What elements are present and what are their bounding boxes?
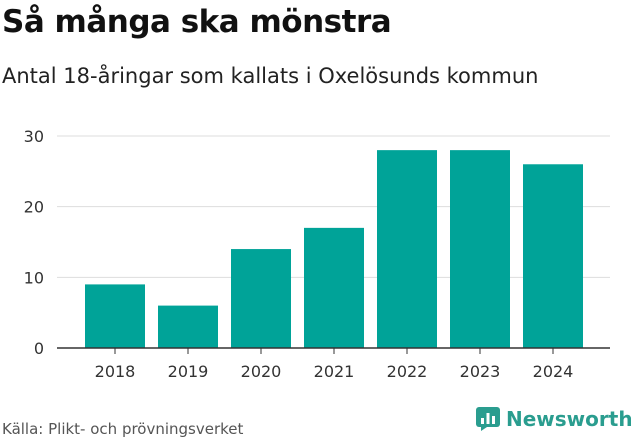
x-tick-label: 2021 <box>314 362 355 381</box>
y-tick-label: 0 <box>34 339 44 358</box>
chart-subtitle: Antal 18-åringar som kallats i Oxelösund… <box>2 64 539 88</box>
bar <box>377 150 437 348</box>
y-tick-label: 20 <box>24 198 44 217</box>
source-note: Källa: Plikt- och prövningsverket <box>2 420 244 438</box>
bar <box>523 164 583 348</box>
bar <box>231 249 291 348</box>
bar <box>450 150 510 348</box>
bar <box>304 227 364 348</box>
bar-chart-logo-icon <box>476 407 500 431</box>
newsworthy-logo: Newsworthy <box>476 407 631 431</box>
bar <box>158 305 218 348</box>
x-tick-label: 2020 <box>241 362 282 381</box>
bar <box>85 284 145 348</box>
y-tick-label: 30 <box>24 127 44 146</box>
bar-chart: 0 10 20 30 2018 2019 2020 2021 2022 2023 2024 <box>24 127 610 381</box>
x-tick-label: 2024 <box>533 362 574 381</box>
y-tick-label: 10 <box>24 268 44 287</box>
brand-name: Newsworthy <box>506 407 631 431</box>
chart-title: Så många ska mönstra <box>2 4 392 40</box>
x-tick-label: 2022 <box>387 362 428 381</box>
x-tick-label: 2023 <box>460 362 501 381</box>
x-tick-label: 2019 <box>168 362 209 381</box>
x-tick-label: 2018 <box>95 362 136 381</box>
